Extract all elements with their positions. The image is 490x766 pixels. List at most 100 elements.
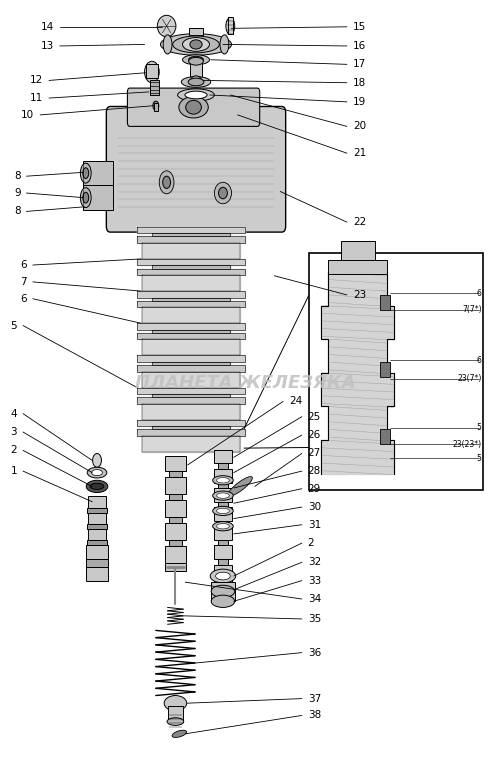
Ellipse shape [217, 524, 229, 529]
Text: 19: 19 [353, 97, 366, 107]
Text: 36: 36 [308, 647, 321, 658]
Bar [165, 456, 186, 471]
Bar [380, 429, 390, 444]
Bar [380, 295, 390, 310]
Polygon shape [142, 275, 240, 291]
Ellipse shape [219, 188, 227, 199]
Polygon shape [137, 365, 245, 372]
Polygon shape [137, 291, 245, 297]
Ellipse shape [217, 493, 229, 499]
Bar [88, 496, 106, 508]
Polygon shape [137, 323, 245, 329]
Polygon shape [137, 430, 245, 436]
Ellipse shape [80, 163, 91, 183]
Text: 10: 10 [21, 110, 34, 120]
Bar [88, 529, 106, 540]
Bar [214, 526, 232, 540]
Polygon shape [142, 307, 240, 323]
Ellipse shape [182, 38, 210, 51]
Polygon shape [152, 233, 230, 237]
Bar [146, 64, 158, 78]
Ellipse shape [83, 192, 89, 203]
Polygon shape [152, 297, 230, 301]
Polygon shape [142, 372, 240, 388]
Text: 5: 5 [477, 453, 482, 463]
Text: 6: 6 [20, 260, 27, 270]
Bar [214, 507, 232, 521]
Ellipse shape [216, 572, 230, 580]
Text: 37: 37 [308, 693, 321, 704]
Ellipse shape [172, 730, 187, 738]
Ellipse shape [189, 57, 203, 65]
Bar [87, 540, 107, 545]
Text: 7(7*): 7(7*) [462, 306, 482, 314]
Text: 28: 28 [308, 466, 321, 476]
Text: 6: 6 [20, 293, 27, 304]
Text: 15: 15 [353, 21, 366, 32]
Polygon shape [137, 388, 245, 394]
Ellipse shape [186, 100, 201, 114]
Text: 11: 11 [30, 93, 43, 103]
Text: 7: 7 [20, 277, 27, 287]
Bar [83, 185, 113, 210]
Bar [86, 559, 108, 567]
Text: 30: 30 [308, 502, 321, 512]
Bar [228, 17, 233, 34]
Polygon shape [142, 339, 240, 355]
Bar [150, 80, 159, 95]
Polygon shape [137, 259, 245, 265]
Ellipse shape [87, 467, 107, 478]
Text: 26: 26 [308, 430, 321, 440]
Polygon shape [321, 272, 394, 474]
Polygon shape [137, 237, 245, 243]
Ellipse shape [163, 176, 171, 188]
Text: 17: 17 [353, 59, 366, 70]
Bar [87, 524, 107, 529]
Ellipse shape [190, 40, 202, 49]
Text: 18: 18 [353, 77, 366, 88]
Text: 1: 1 [10, 466, 17, 476]
Polygon shape [137, 398, 245, 404]
Ellipse shape [179, 97, 208, 118]
Polygon shape [142, 243, 240, 259]
Bar [88, 513, 106, 524]
Bar [86, 567, 108, 581]
Polygon shape [137, 420, 245, 426]
Text: 12: 12 [30, 75, 43, 86]
Text: 38: 38 [308, 710, 321, 721]
Ellipse shape [217, 478, 229, 483]
Text: 27: 27 [308, 448, 321, 459]
Ellipse shape [161, 34, 232, 55]
Text: 9: 9 [14, 188, 21, 198]
Bar [165, 563, 186, 571]
Bar [341, 241, 375, 260]
Bar [214, 545, 232, 559]
Text: 35: 35 [308, 614, 321, 624]
Ellipse shape [188, 78, 204, 86]
Polygon shape [137, 333, 245, 339]
Polygon shape [152, 394, 230, 398]
Text: 29: 29 [308, 483, 321, 494]
Bar [165, 546, 186, 563]
Ellipse shape [213, 506, 233, 516]
Text: 24: 24 [289, 396, 302, 407]
Ellipse shape [164, 696, 187, 711]
Ellipse shape [163, 35, 172, 54]
Bar [169, 494, 182, 500]
Bar [189, 28, 203, 35]
Polygon shape [137, 269, 245, 275]
Ellipse shape [215, 182, 232, 204]
Ellipse shape [228, 476, 252, 496]
Text: 4: 4 [10, 408, 17, 419]
Polygon shape [152, 265, 230, 269]
Text: 2: 2 [308, 538, 315, 548]
Text: 16: 16 [353, 41, 366, 51]
Ellipse shape [172, 36, 220, 53]
Ellipse shape [177, 89, 215, 101]
Bar [214, 565, 232, 591]
Ellipse shape [226, 18, 235, 34]
Bar [169, 517, 182, 523]
Text: 32: 32 [308, 557, 321, 568]
Bar [309, 253, 483, 490]
Text: 23(23*): 23(23*) [453, 440, 482, 449]
